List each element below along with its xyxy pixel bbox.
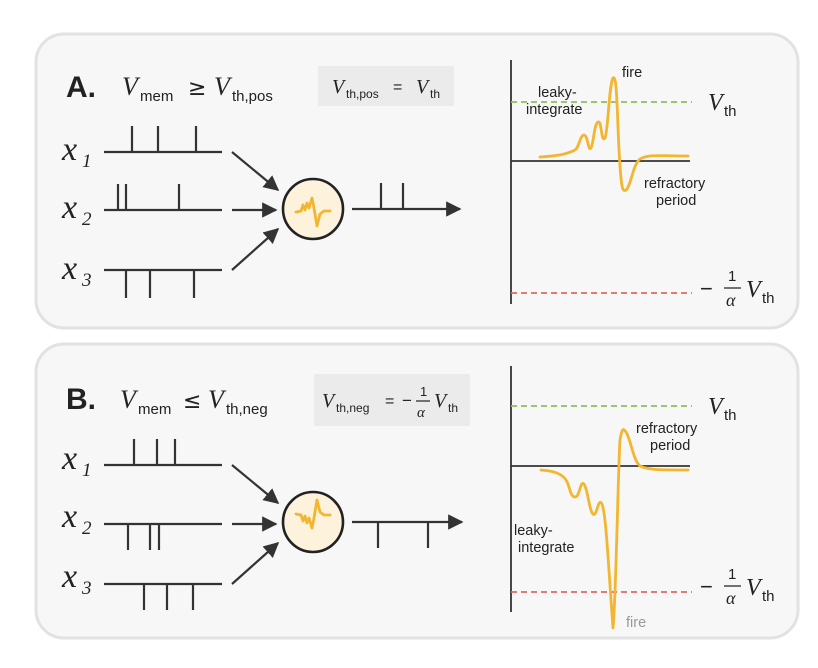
condition-operator: ≥ [188,76,206,101]
panel-b: B. V mem ≤ V th,neg V th,neg = − 1 α V t… [34,342,800,640]
input-x2-var: x [61,498,77,535]
panel-a-input-x3: x 3 [61,250,222,298]
neg-threshold-minus: − [700,574,713,599]
neg-threshold-denominator: α [726,290,736,310]
annotation-integrate: integrate [526,102,582,118]
definition-minus: − [402,391,412,410]
input-x3-index: 3 [81,270,92,291]
neuron-spike-icon [294,196,332,228]
neg-threshold-denominator: α [726,588,736,608]
annotation-period: period [650,438,690,454]
input-x3-var: x [61,558,77,595]
annotation-fire: fire [626,615,646,631]
annotation-period: period [656,193,696,209]
membrane-trace [538,76,690,192]
input-x1-index: 1 [82,460,92,481]
panel-b-input-x2: x 2 [61,498,222,550]
panel-a-membrane-plot: V th − 1 α V th leaky- integrate fire re… [510,60,775,310]
input-x1-var: x [61,131,77,168]
definition-box-bg [318,66,454,106]
panel-b-neuron [281,490,345,554]
membrane-trace [539,428,690,630]
annotation-integrate: integrate [518,540,574,556]
panel-b-input-x1: x 1 [61,439,222,481]
neg-threshold-minus: − [700,276,713,301]
condition-rhs-v: V [214,72,233,101]
definition-equals: = [385,393,394,410]
threshold-label-subscript: th [724,407,737,424]
annotation-fire: fire [622,65,642,81]
panel-b-definition-box: V th,neg = − 1 α V th [314,374,470,426]
definition-lhs-subscript: th,pos [346,87,379,101]
definition-rhs-v: V [434,390,449,412]
condition-v: V [122,72,141,101]
panel-a-neuron [281,177,345,241]
input-x1-var: x [61,440,77,477]
condition-v-subscript: mem [138,401,171,418]
neg-threshold-label: − 1 α V th [700,268,775,310]
definition-rhs-subscript: th [448,401,458,415]
panel-b-input-x3: x 3 [61,558,222,610]
input-x2-var: x [61,189,77,226]
arrow-x1-to-neuron [231,464,280,504]
neg-threshold-subscript: th [762,588,775,605]
neg-threshold-v: V [746,277,763,303]
condition-v-subscript: mem [140,88,173,105]
threshold-label-subscript: th [724,103,737,120]
arrow-x3-to-neuron [231,541,280,585]
definition-equals: = [393,79,402,96]
annotation-leaky: leaky- [538,85,577,101]
annotation-refractory: refractory [636,421,698,437]
input-x1-index: 1 [82,151,92,172]
panel-b-letter: B. [66,383,96,416]
neg-threshold-numerator: 1 [728,566,736,583]
neg-threshold-subscript: th [762,290,775,307]
panel-b-membrane-plot: V th − 1 α V th leaky- integrate fire re… [510,366,775,631]
definition-rhs-v: V [416,76,431,98]
condition-rhs-v: V [208,385,227,414]
condition-operator: ≤ [183,389,201,414]
annotation-refractory: refractory [644,176,706,192]
definition-box-bg [314,374,470,426]
threshold-label-v: V [708,394,725,420]
arrow-x1-to-neuron [231,151,280,191]
definition-lhs-v: V [332,76,347,98]
neg-threshold-v: V [746,575,763,601]
annotation-leaky: leaky- [514,523,553,539]
panel-a: A. V mem ≥ V th,pos V th,pos = V th x 1 [34,32,800,330]
panel-a-definition-box: V th,pos = V th [318,66,454,106]
threshold-label-v: V [708,90,725,116]
neg-threshold-label: − 1 α V th [700,566,775,608]
definition-rhs-subscript: th [430,87,440,101]
condition-v: V [120,385,139,414]
condition-rhs-subscript: th,pos [232,88,273,105]
definition-lhs-v: V [322,390,337,412]
input-x2-index: 2 [82,209,92,230]
definition-lhs-subscript: th,neg [336,401,369,415]
input-x3-index: 3 [81,578,92,599]
neuron-spike-icon [294,498,332,530]
panel-a-condition: V mem ≥ V th,pos [122,72,273,105]
arrow-x3-to-neuron [231,227,280,271]
panel-b-condition: V mem ≤ V th,neg [120,385,268,418]
panel-a-input-x2: x 2 [61,184,222,230]
definition-denominator: α [417,405,426,421]
input-x2-index: 2 [82,518,92,539]
panel-a-letter: A. [66,71,96,104]
definition-numerator: 1 [420,384,427,399]
input-x3-var: x [61,250,77,287]
condition-rhs-subscript: th,neg [226,401,268,418]
panel-a-input-x1: x 1 [61,126,222,172]
neg-threshold-numerator: 1 [728,268,736,285]
